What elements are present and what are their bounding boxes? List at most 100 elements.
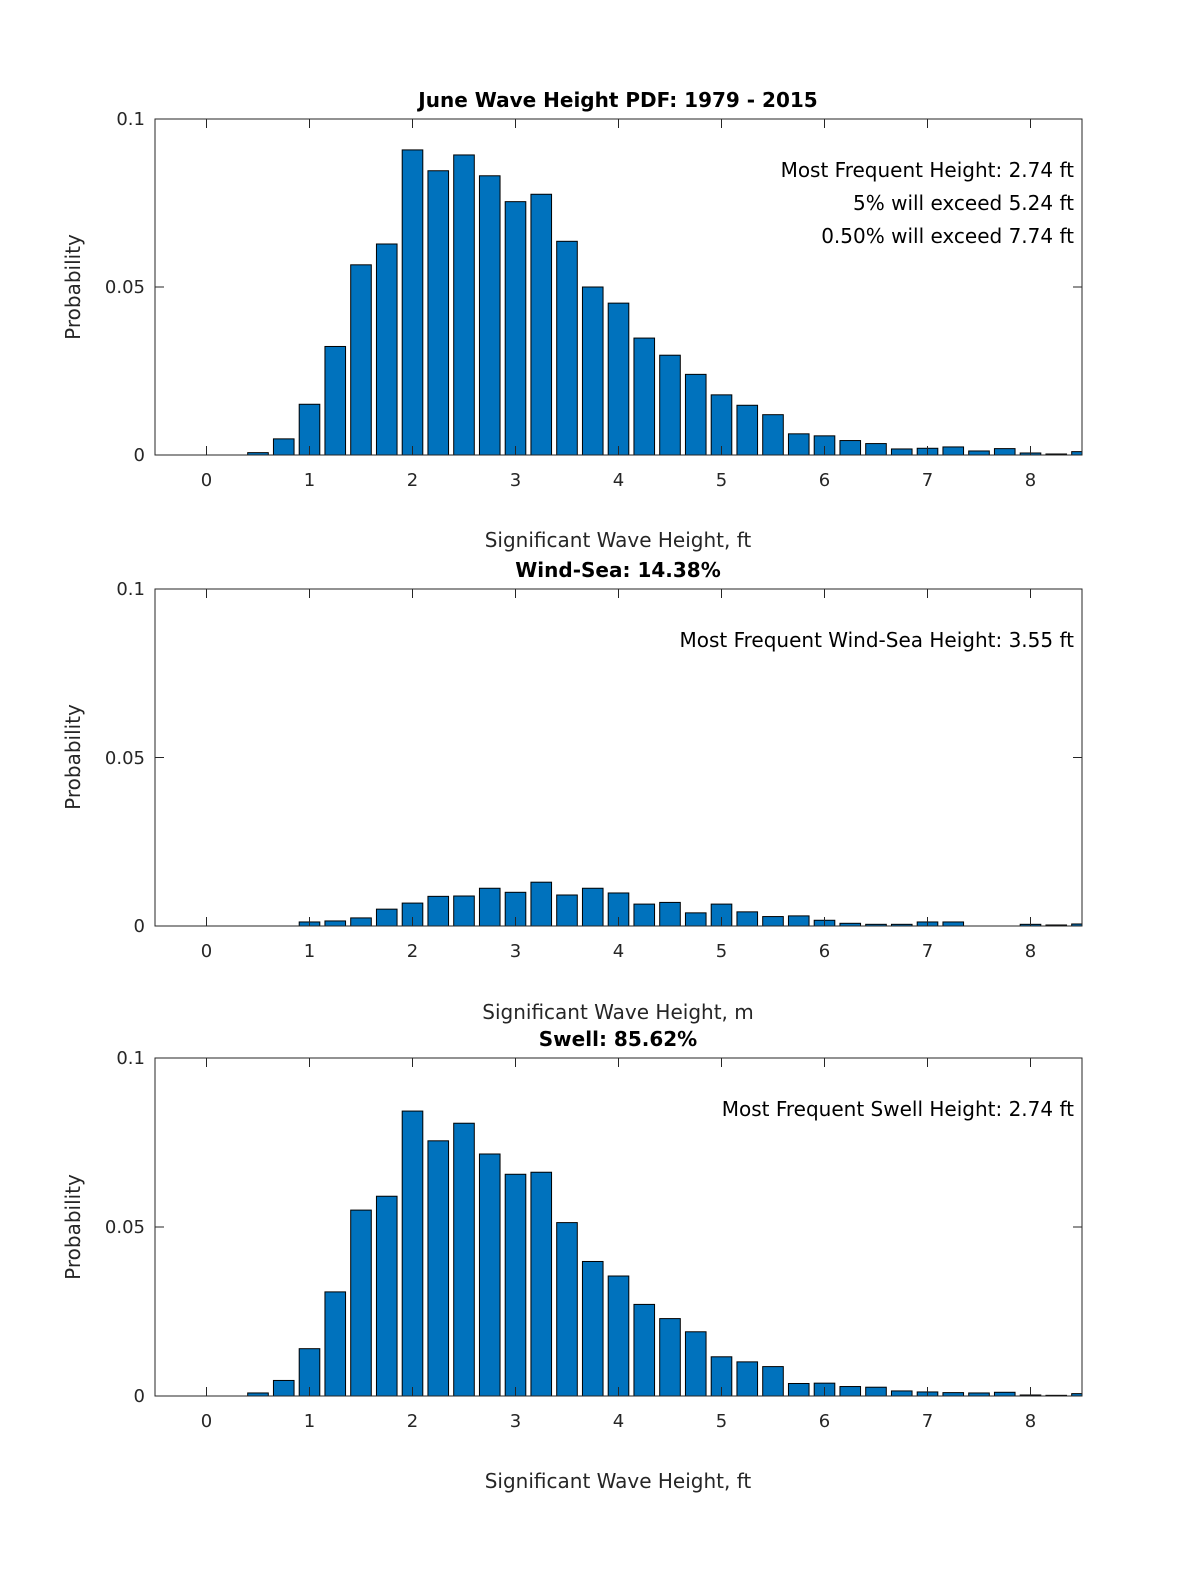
bar xyxy=(710,394,733,455)
bar xyxy=(581,286,604,455)
y-tick-label: 0.1 xyxy=(116,109,145,130)
annotation-most-frequent-height: Most Frequent Height: 2.74 ft xyxy=(781,158,1075,182)
bar xyxy=(607,1275,630,1396)
panel-swell: Swell: 85.62% 0 0.05 0.1 0 1 2 3 4 5 6 7 8 Proba… xyxy=(61,1027,1083,1493)
bar xyxy=(787,915,810,926)
bar xyxy=(324,1291,347,1396)
plot-area xyxy=(155,589,1082,926)
annotation-050pct-exceed: 0.50% will exceed 7.74 ft xyxy=(821,224,1074,248)
x-tick-label: 5 xyxy=(716,941,727,962)
annotation-most-frequent-swell-height: Most Frequent Swell Height: 2.74 ft xyxy=(722,1097,1074,1121)
x-tick-label: 3 xyxy=(510,1411,521,1432)
bar-series xyxy=(247,149,1082,455)
y-axis-label: Probability xyxy=(61,234,85,340)
y-axis-label: Probability xyxy=(61,1174,85,1280)
bar xyxy=(993,448,1016,455)
bar xyxy=(968,450,990,455)
bar xyxy=(375,908,398,926)
axis-ticks xyxy=(155,1057,1082,1397)
bar xyxy=(453,154,475,455)
bar xyxy=(736,404,759,455)
bar xyxy=(478,887,501,926)
annotation-most-frequent-wind-sea-height: Most Frequent Wind-Sea Height: 3.55 ft xyxy=(679,628,1074,652)
bar xyxy=(453,1122,475,1396)
x-tick-label: 4 xyxy=(613,470,624,491)
x-axis-label: Significant Wave Height, ft xyxy=(485,1469,752,1493)
y-tick-label: 0 xyxy=(134,445,145,466)
y-tick-label: 0 xyxy=(134,916,145,937)
bar xyxy=(272,438,295,455)
bar xyxy=(272,1379,295,1396)
bar xyxy=(401,149,424,455)
bar xyxy=(762,1366,784,1396)
bar xyxy=(453,895,475,926)
bar xyxy=(375,243,398,455)
x-tick-label: 0 xyxy=(201,1411,212,1432)
x-tick-label: 8 xyxy=(1025,470,1036,491)
bar xyxy=(839,1386,862,1396)
bar xyxy=(684,912,707,926)
bar xyxy=(556,1222,578,1396)
x-tick-label: 4 xyxy=(613,1411,624,1432)
x-tick-label: 7 xyxy=(922,941,933,962)
bar xyxy=(684,1331,707,1396)
bar xyxy=(890,923,913,926)
bar xyxy=(839,440,862,455)
bar xyxy=(890,1390,913,1396)
y-tick-label: 0.1 xyxy=(116,1048,145,1069)
x-axis-label: Significant Wave Height, m xyxy=(482,1000,753,1024)
panel-wave-height: June Wave Height PDF: 1979 - 2015 0 0.05… xyxy=(61,88,1083,552)
bar xyxy=(684,373,707,455)
bar xyxy=(993,1391,1016,1396)
bar xyxy=(556,894,578,926)
bar xyxy=(324,920,347,926)
x-tick-labels: 0 1 2 3 4 5 6 7 8 xyxy=(201,941,1036,962)
bar xyxy=(607,302,630,455)
bar xyxy=(865,443,887,455)
bar xyxy=(839,922,862,926)
panel-title: June Wave Height PDF: 1979 - 2015 xyxy=(416,88,817,112)
bar xyxy=(247,452,269,455)
y-tick-label: 0.05 xyxy=(105,277,145,298)
panel-wind-sea: Wind-Sea: 14.38% 0 0.05 0.1 0 1 2 3 4 5 6 7 8 Pr… xyxy=(61,558,1083,1024)
annotation-5pct-exceed: 5% will exceed 5.24 ft xyxy=(853,191,1074,215)
x-tick-label: 5 xyxy=(716,1411,727,1432)
x-tick-label: 2 xyxy=(407,470,418,491)
bar xyxy=(865,1386,887,1396)
x-tick-label: 6 xyxy=(819,470,830,491)
bar xyxy=(633,903,656,926)
bar xyxy=(298,403,321,455)
bar xyxy=(659,901,681,926)
panel-title: Swell: 85.62% xyxy=(539,1027,697,1051)
bar xyxy=(247,1392,269,1396)
bar xyxy=(890,448,913,455)
bar xyxy=(1045,453,1068,455)
x-axis-label: Significant Wave Height, ft xyxy=(485,528,752,552)
x-tick-label: 3 xyxy=(510,941,521,962)
bar xyxy=(530,1171,553,1396)
y-tick-label: 0.1 xyxy=(116,579,145,600)
bar xyxy=(942,446,965,455)
bar xyxy=(1045,924,1068,926)
bar xyxy=(942,921,965,926)
bar xyxy=(478,1153,501,1396)
bar xyxy=(968,1392,990,1396)
bar xyxy=(633,1303,656,1396)
bar xyxy=(659,1318,681,1396)
bar xyxy=(736,911,759,926)
bar xyxy=(556,240,578,455)
bar xyxy=(736,1361,759,1396)
bar xyxy=(427,1140,450,1396)
x-tick-labels: 0 1 2 3 4 5 6 7 8 xyxy=(201,1411,1036,1432)
bar xyxy=(401,1110,424,1396)
x-tick-labels: 0 1 2 3 4 5 6 7 8 xyxy=(201,470,1036,491)
bar xyxy=(787,1382,810,1396)
bar xyxy=(530,193,553,455)
y-axis-label: Probability xyxy=(61,704,85,810)
bar xyxy=(375,1195,398,1396)
panel-title: Wind-Sea: 14.38% xyxy=(515,558,721,582)
y-tick-label: 0 xyxy=(134,1386,145,1407)
bar xyxy=(324,345,347,455)
bar xyxy=(350,1209,372,1396)
bar xyxy=(787,433,810,455)
